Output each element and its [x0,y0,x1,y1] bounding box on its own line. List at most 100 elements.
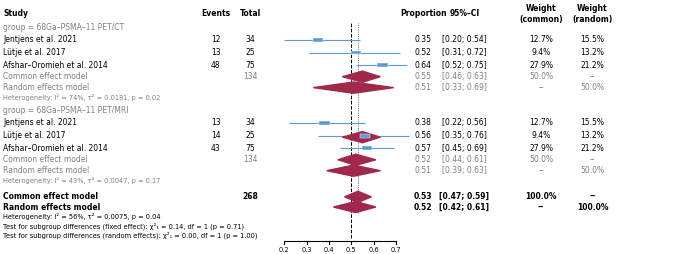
Text: 0.5: 0.5 [346,247,357,253]
Text: Test for subgroup differences (fixed effect): χ²₁ = 0.14, df = 1 (p = 0.71): Test for subgroup differences (fixed eff… [3,222,245,230]
Text: 0.52: 0.52 [415,155,432,164]
Text: [0.52; 0.75]: [0.52; 0.75] [442,61,487,70]
Text: 0.7: 0.7 [390,247,401,253]
Text: Proportion: Proportion [400,9,447,19]
Text: 0.53: 0.53 [414,192,433,201]
Text: 9.4%: 9.4% [532,48,551,57]
Polygon shape [334,201,376,213]
Text: 0.64: 0.64 [415,61,432,70]
Bar [351,51,361,54]
Text: 95%–CI: 95%–CI [449,9,479,19]
Text: [0.31; 0.72]: [0.31; 0.72] [442,48,487,57]
Text: [0.35; 0.76]: [0.35; 0.76] [442,131,487,140]
Text: 12.7%: 12.7% [530,35,553,44]
Text: Random effects model: Random effects model [3,166,90,175]
Text: 50.0%: 50.0% [580,83,605,92]
Text: 0.4: 0.4 [323,247,334,253]
Bar [312,38,323,42]
Polygon shape [345,191,371,202]
Bar [360,134,370,138]
Text: Common effect model: Common effect model [3,72,88,81]
Text: 9.4%: 9.4% [532,131,551,140]
Text: [0.44; 0.61]: [0.44; 0.61] [442,155,487,164]
Text: group = 68Ga–PSMA–11 PET/CT: group = 68Ga–PSMA–11 PET/CT [3,23,125,32]
Text: 15.5%: 15.5% [580,35,605,44]
Text: 0.6: 0.6 [369,247,379,253]
Text: 0.55: 0.55 [415,72,432,81]
Text: 0.52: 0.52 [415,48,432,57]
Text: Heterogeneity: I² = 74%, τ² = 0.0181, p = 0.02: Heterogeneity: I² = 74%, τ² = 0.0181, p … [3,94,161,101]
Text: 0.56: 0.56 [415,131,432,140]
Text: 13: 13 [211,48,221,57]
Text: --: -- [538,166,544,175]
Text: Jentjens et al. 2021: Jentjens et al. 2021 [3,118,77,128]
Text: Events: Events [201,9,230,19]
Text: 14: 14 [211,131,221,140]
Polygon shape [342,132,380,143]
Text: Weight
(random): Weight (random) [573,4,612,24]
Text: Jentjens et al. 2021: Jentjens et al. 2021 [3,35,77,44]
Text: 0.38: 0.38 [415,118,432,128]
Text: [0.20; 0.54]: [0.20; 0.54] [442,35,487,44]
Text: --: -- [590,72,595,81]
Text: Random effects model: Random effects model [3,202,101,212]
Text: --: -- [589,192,596,201]
Text: 50.0%: 50.0% [529,155,553,164]
Polygon shape [342,71,380,82]
Text: Lütje et al. 2017: Lütje et al. 2017 [3,48,66,57]
Text: [0.47; 0.59]: [0.47; 0.59] [440,192,489,201]
Text: Afshar–Oromieh et al. 2014: Afshar–Oromieh et al. 2014 [3,61,108,70]
Text: --: -- [538,202,545,212]
Text: 43: 43 [211,144,221,153]
Text: 0.57: 0.57 [415,144,432,153]
Text: 134: 134 [242,72,258,81]
Polygon shape [313,82,394,93]
Text: 15.5%: 15.5% [580,118,605,128]
Polygon shape [327,165,380,176]
Text: 34: 34 [245,118,255,128]
Text: 21.2%: 21.2% [581,144,604,153]
Bar [377,63,388,67]
Text: 0.51: 0.51 [415,166,432,175]
Text: 50.0%: 50.0% [580,166,605,175]
Text: 12.7%: 12.7% [530,118,553,128]
Text: Lütje et al. 2017: Lütje et al. 2017 [3,131,66,140]
Text: 50.0%: 50.0% [529,72,553,81]
Text: 21.2%: 21.2% [581,61,604,70]
Text: 12: 12 [211,35,221,44]
Text: Test for subgroup differences (random effects): χ²₁ = 0.00, df = 1 (p = 1.00): Test for subgroup differences (random ef… [3,232,258,239]
Text: 0.52: 0.52 [414,202,433,212]
Text: Study: Study [3,9,28,19]
Text: 100.0%: 100.0% [525,192,557,201]
Text: 75: 75 [245,61,255,70]
Text: 134: 134 [242,155,258,164]
Text: 13.2%: 13.2% [581,48,604,57]
Text: group = 68Ga–PSMA–11 PET/MRI: group = 68Ga–PSMA–11 PET/MRI [3,106,129,115]
Text: 75: 75 [245,144,255,153]
Text: [0.42; 0.61]: [0.42; 0.61] [440,202,489,212]
Text: [0.46; 0.63]: [0.46; 0.63] [442,72,487,81]
Polygon shape [338,154,376,165]
Text: --: -- [538,83,544,92]
Text: Heterogeneity: I² = 43%, τ² = 0.0047, p = 0.17: Heterogeneity: I² = 43%, τ² = 0.0047, p … [3,177,161,184]
Text: 48: 48 [211,61,221,70]
Bar [319,121,329,125]
Text: 13: 13 [211,118,221,128]
Text: 0.51: 0.51 [415,83,432,92]
Text: Heterogeneity: I² = 56%, τ² = 0.0075, p = 0.04: Heterogeneity: I² = 56%, τ² = 0.0075, p … [3,213,161,220]
Text: Common effect model: Common effect model [3,192,99,201]
Text: 27.9%: 27.9% [529,61,553,70]
Text: 0.35: 0.35 [415,35,432,44]
Text: Random effects model: Random effects model [3,83,90,92]
Bar [362,146,372,150]
Text: 0.3: 0.3 [301,247,312,253]
Text: --: -- [590,155,595,164]
Text: 34: 34 [245,35,255,44]
Text: [0.45; 0.69]: [0.45; 0.69] [442,144,487,153]
Text: 25: 25 [245,131,255,140]
Text: 27.9%: 27.9% [529,144,553,153]
Text: Weight
(common): Weight (common) [519,4,563,24]
Text: [0.33; 0.69]: [0.33; 0.69] [442,83,487,92]
Text: 100.0%: 100.0% [577,202,608,212]
Text: 13.2%: 13.2% [581,131,604,140]
